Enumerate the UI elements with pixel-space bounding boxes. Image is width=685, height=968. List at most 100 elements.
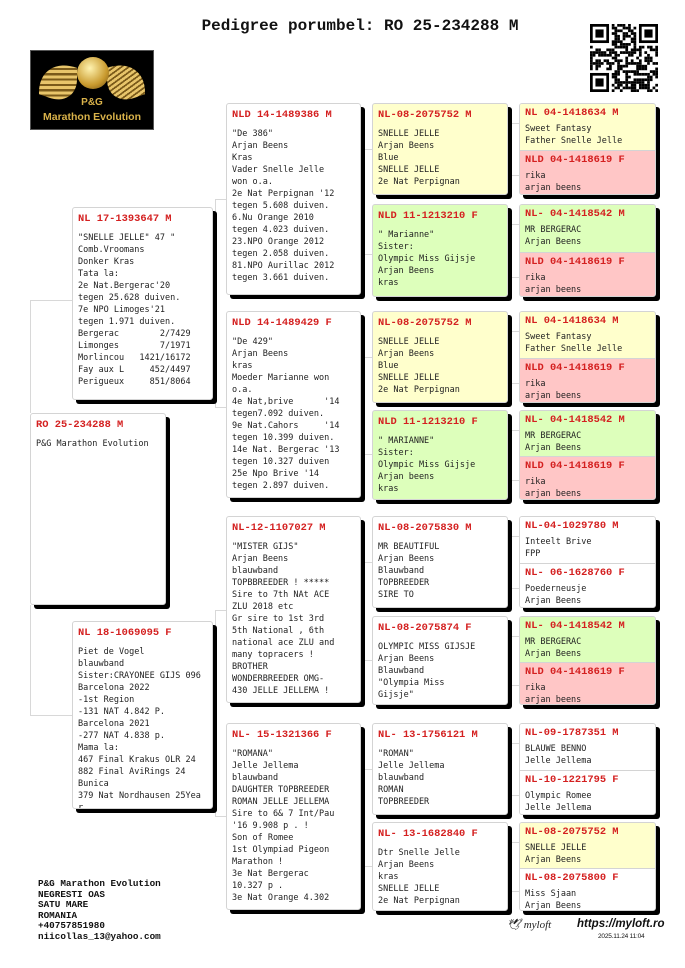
dam-card[interactable]: NL 18-1069095 F Piet de Vogel blauwband Sis… <box>72 621 213 809</box>
grandparent-card[interactable]: NLD 14-1489429 F "De 429" Arjan Beens kras M… <box>226 311 361 498</box>
ring-number: NL- 06-1628760 F <box>525 567 625 579</box>
info-line: 6.Nu Orange 2010 <box>232 213 314 223</box>
connector-line <box>511 331 519 332</box>
info-line: blauwband <box>78 659 125 669</box>
info-line: kras <box>378 872 399 882</box>
info-line: rika <box>525 272 546 283</box>
grandparent-card[interactable]: NL-12-1107027 M "MISTER GIJS" Arjan Beens b… <box>226 516 361 703</box>
info-line: blauwband <box>378 773 425 783</box>
info-line: Arjan Beens <box>378 554 435 564</box>
ring-number: NL- 15-1321366 F <box>232 729 332 741</box>
info-line: MR BERGERAC <box>525 637 582 647</box>
great-great-grandparent-card[interactable]: NL-08-2075800 F Miss Sjaan Arjan Beens <box>520 867 655 911</box>
connector-line <box>364 149 372 150</box>
great-grandparent-card[interactable]: NL-08-2075874 F OLYMPIC MISS GIJSJE Arjan … <box>372 616 508 705</box>
contact-line: NEGRESTI OAS <box>38 888 105 900</box>
great-great-grandparent-card[interactable]: NL- 04-1418542 M MR BERGERAC Arjan Beens <box>520 617 655 662</box>
info-line: rika <box>525 379 546 389</box>
connector-line <box>212 715 215 716</box>
info-line: -1st Region <box>78 695 135 705</box>
connector-line <box>511 743 512 795</box>
great-great-grandparent-card[interactable]: NL 04-1418634 M Sweet Fantasy Father Snell… <box>520 104 655 150</box>
breeder-contact: P&G Marathon Evolution NEGRESTI OAS SATU M… <box>38 878 161 943</box>
info-line: MR BEAUTIFUL <box>378 542 440 552</box>
sire-card[interactable]: NL 17-1393647 M "SNELLE JELLE" 47 " Comb.V… <box>72 207 213 400</box>
info-line: Sweet Fantasy <box>525 332 592 342</box>
info-line: tegen 2.058 duiven. <box>232 249 330 259</box>
connector-line <box>508 149 511 150</box>
info-line: 10.327 p . <box>232 881 284 891</box>
ring-number: NL- 04-1418542 M <box>525 620 625 632</box>
ring-number: NLD 14-1489386 M <box>232 109 332 121</box>
connector-line <box>511 480 519 481</box>
info-line: "De 386" <box>232 129 273 139</box>
info-line: 81.NPO Aurillac 2012 <box>232 261 335 271</box>
info-line: blauwband <box>232 566 279 576</box>
info-line: Olympic Miss Gijsje <box>378 254 476 264</box>
great-grandparent-card[interactable]: NL- 13-1756121 M "ROMAN" Jelle Jellema blau… <box>372 723 508 815</box>
connector-line <box>511 123 519 124</box>
great-grandparent-card[interactable]: NL-08-2075752 M SNELLE JELLE Arjan Beens Bl… <box>372 311 508 403</box>
connector-line <box>364 769 365 866</box>
great-grandparent-card[interactable]: NLD 11-1213210 F " Marianne" Sister: Olympi… <box>372 204 508 297</box>
connector-line <box>511 795 519 796</box>
great-great-grandparent-card[interactable]: NL-10-1221795 F Olympic Romee Jelle Jellem… <box>520 770 655 814</box>
great-great-grandparent-card[interactable]: NL-08-2075752 M SNELLE JELLE Arjan Beens <box>520 823 655 868</box>
info-line: Arjan Beens <box>378 141 435 151</box>
connector-line <box>361 407 364 408</box>
ring-number: NLD 04-1418619 F <box>525 362 625 374</box>
logo-text-1: P&G <box>81 97 103 108</box>
connector-line <box>364 562 365 660</box>
info-line: Barcelona 2022 <box>78 683 150 693</box>
connector-line <box>364 254 372 255</box>
info-line: Arjan Beens <box>378 266 435 276</box>
info-line: rika <box>525 682 546 693</box>
great-great-grandparent-card[interactable]: NL-04-1029780 M Inteelt Brive FPP <box>520 517 655 563</box>
info-line: SNELLE JELLE <box>378 337 440 347</box>
connector-line <box>215 610 226 611</box>
info-line: Arjan Beens <box>525 900 582 911</box>
info-line: 2e Nat Perpignan '12 <box>232 189 335 199</box>
info-line: Inteelt Brive <box>525 537 592 547</box>
globe-icon <box>77 57 109 89</box>
connector-line <box>30 715 72 716</box>
info-line: blauwband <box>232 773 279 783</box>
great-great-grandparent-card[interactable]: NL- 06-1628760 F Poederneusje Arjan Beens <box>520 563 655 607</box>
bird-icon: 🕊 <box>507 919 521 931</box>
great-grandparent-card[interactable]: NLD 11-1213210 F " MARIANNE" Sister: Olympi… <box>372 410 508 500</box>
info-line: Tata la: <box>78 269 119 279</box>
grandparent-card[interactable]: NLD 14-1489386 M "De 386" Arjan Beens Kras V… <box>226 103 361 295</box>
info-line: Bunica <box>78 779 109 789</box>
info-line: BLAUWE BENNO <box>525 744 587 754</box>
contact-line: ROMANIA <box>38 909 78 921</box>
connector-line <box>215 610 216 816</box>
connector-line <box>511 685 519 686</box>
info-line: tegen 1.971 duiven. <box>78 317 176 327</box>
info-line: Father Snelle Jelle <box>525 136 623 146</box>
great-great-grandparent-card[interactable]: NL 04-1418634 M Sweet Fantasy Father Snell… <box>520 312 655 358</box>
grandparent-card[interactable]: NL- 15-1321366 F "ROMANA" Jelle Jellema bla… <box>226 723 361 910</box>
great-great-grandparent-card[interactable]: NL-09-1787351 M BLAUWE BENNO Jelle Jellema <box>520 724 655 770</box>
info-line: -277 NAT 4.838 p. <box>78 731 165 741</box>
great-grandparent-card[interactable]: NL-08-2075830 M MR BEAUTIFUL Arjan Beens Bl… <box>372 516 508 608</box>
site-url-link[interactable]: https://myloft.ro <box>577 918 665 930</box>
contact-line: niicollas_13@yahoo.com <box>38 930 161 942</box>
info-line: Arjan Beens <box>525 855 582 865</box>
great-great-grandparent-card[interactable]: NL- 04-1418542 M MR BERGERAC Arjan Beens <box>520 411 655 456</box>
great-great-grandparent-card[interactable]: NL- 04-1418542 M MR BERGERAC Arjan Beens <box>520 205 655 252</box>
info-line: 2e Nat.Bergerac'20 <box>78 281 171 291</box>
connector-line <box>511 636 519 637</box>
info-line: Arjan Beens <box>525 443 582 453</box>
ring-number: NL-09-1787351 M <box>525 727 619 739</box>
info-line: Mama la: <box>78 743 119 753</box>
ring-number: NL-10-1221795 F <box>525 774 619 786</box>
subject-pigeon-card[interactable]: RO 25-234288 M P&G Marathon Evolution <box>30 413 166 605</box>
great-grandparent-card[interactable]: NL-08-2075752 M SNELLE JELLE Arjan Beens Bl… <box>372 103 508 195</box>
connector-line <box>364 357 365 454</box>
great-grandparent-card[interactable]: NL- 13-1682840 F Dtr Snelle Jelle Arjan Be… <box>372 822 508 911</box>
